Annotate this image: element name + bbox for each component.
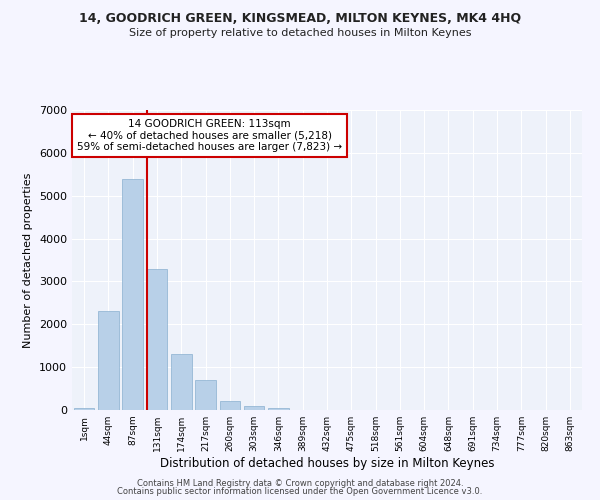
Text: 14 GOODRICH GREEN: 113sqm
← 40% of detached houses are smaller (5,218)
59% of se: 14 GOODRICH GREEN: 113sqm ← 40% of detac… [77, 119, 342, 152]
Text: Contains HM Land Registry data © Crown copyright and database right 2024.: Contains HM Land Registry data © Crown c… [137, 478, 463, 488]
Bar [98, 312, 119, 410]
X-axis label: Distribution of detached houses by size in Milton Keynes: Distribution of detached houses by size … [160, 457, 494, 470]
Bar [268, 408, 289, 410]
Bar [244, 406, 265, 410]
Bar [74, 408, 94, 410]
Bar [122, 178, 143, 410]
Text: Size of property relative to detached houses in Milton Keynes: Size of property relative to detached ho… [129, 28, 471, 38]
Bar [195, 380, 216, 410]
Bar [220, 402, 240, 410]
Y-axis label: Number of detached properties: Number of detached properties [23, 172, 34, 348]
Text: 14, GOODRICH GREEN, KINGSMEAD, MILTON KEYNES, MK4 4HQ: 14, GOODRICH GREEN, KINGSMEAD, MILTON KE… [79, 12, 521, 26]
Text: Contains public sector information licensed under the Open Government Licence v3: Contains public sector information licen… [118, 487, 482, 496]
Bar [146, 268, 167, 410]
Bar [171, 354, 191, 410]
